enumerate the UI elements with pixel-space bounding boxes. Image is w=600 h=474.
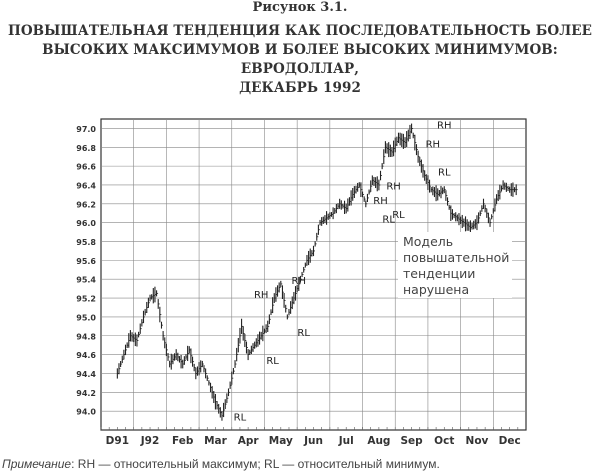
x-tick-label: Oct [434,435,454,447]
y-tick-label: 94.2 [76,389,96,398]
x-tick-label: Jul [338,435,354,447]
y-tick-label: 96.2 [76,200,96,209]
y-tick-label: 94.8 [76,332,96,341]
y-tick-label: 95.0 [76,313,96,322]
y-tick-label: 96.8 [76,144,96,153]
y-tick-label: 95.8 [76,238,96,247]
y-tick-label: 95.4 [76,276,96,285]
relative-low-label: RL [392,210,405,221]
callout-text: повышательной [403,250,509,265]
relative-high-label: RH [292,276,306,287]
x-tick-label: Aug [367,435,390,447]
chart-title: ПОВЫШАТЕЛЬНАЯ ТЕНДЕНЦИЯ КАК ПОСЛЕДОВАТЕЛ… [0,22,600,98]
relative-high-label: RH [254,290,268,301]
x-tick-label: Nov [466,435,489,447]
callout-background [398,232,512,298]
x-tick-label: May [269,435,293,447]
callout-text: нарушена [403,282,469,297]
y-tick-label: 95.2 [76,295,96,304]
x-tick-label: Apr [238,435,260,447]
x-tick-label: D91 [106,435,129,447]
relative-high-label: RH [386,182,400,193]
figure-label: Рисунок 3.1. [252,0,348,15]
x-tick-label: Mar [204,435,228,447]
title-line-3: ДЕКАБРЬ 1992 [239,80,361,96]
relative-high-label: RH [437,120,451,131]
title-line-2: ВЫСОКИХ МАКСИМУМОВ И БОЛЕЕ ВЫСОКИХ МИНИМ… [42,42,558,77]
relative-high-label: RH [373,196,387,207]
chart-note: Примечание: RH — относительный максимум;… [2,457,600,471]
y-tick-label: 95.6 [76,257,96,266]
relative-high-label: RH [426,139,440,150]
relative-low-label: RL [382,215,395,226]
y-tick-label: 94.0 [76,408,96,417]
relative-low-label: RL [266,356,279,367]
y-tick-label: 96.4 [76,181,96,190]
note-prefix: Примечание [2,457,72,471]
title-line-1: ПОВЫШАТЕЛЬНАЯ ТЕНДЕНЦИЯ КАК ПОСЛЕДОВАТЕЛ… [7,23,593,39]
x-tick-label: Jun [303,435,323,447]
y-tick-label: 94.4 [76,370,96,379]
x-tick-label: Dec [499,435,521,447]
y-tick-label: 96.6 [76,163,96,172]
callout-text: тенденции [403,266,475,281]
x-tick-label: J92 [140,435,160,447]
relative-low-label: RL [297,328,310,339]
y-tick-label: 97.0 [76,125,96,134]
x-tick-label: Feb [172,435,194,447]
y-tick-label: 96.0 [76,219,96,228]
x-tick-label: Sep [400,435,423,447]
callout-text: Модель [403,234,453,249]
note-text: : RH — относительный максимум; RL — отно… [71,457,440,471]
relative-low-label: RL [438,168,451,179]
y-tick-label: 94.6 [76,351,96,360]
relative-low-label: RL [234,413,247,424]
